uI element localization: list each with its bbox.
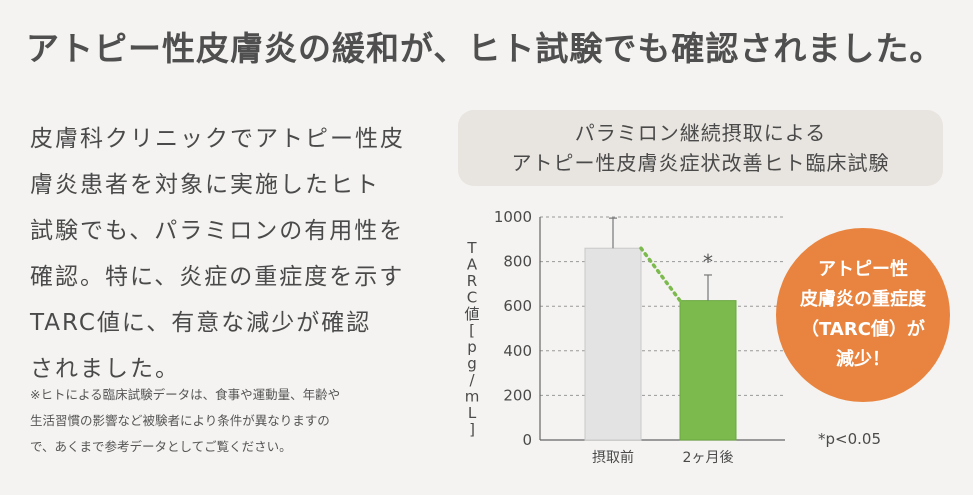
y-axis-label-char: ]	[469, 421, 475, 439]
badge-line: アトピー性	[818, 259, 908, 280]
badge-line: 皮膚炎の重症度	[800, 285, 926, 315]
body-line: されました。	[30, 356, 180, 382]
note-line: で、あくまで参考データとしてご覧ください。	[30, 439, 292, 454]
result-badge: アトピー性 皮膚炎の重症度 （TARC値）が 減少！	[776, 228, 950, 402]
x-tick-label: 2ヶ月後	[683, 450, 734, 466]
y-axis-label-char: m	[465, 388, 480, 406]
chart-title: パラミロン継続摂取による アトピー性皮膚炎症状改善ヒト臨床試験	[458, 110, 943, 186]
y-tick-label: 400	[503, 342, 532, 360]
significance-note: *p<0.05	[818, 430, 881, 448]
note-line: 生活習慣の影響など被験者により条件が異なりますの	[30, 413, 330, 428]
y-tick-label: 600	[503, 297, 532, 315]
body-line: 膚炎患者を対象に実施したヒト	[30, 172, 380, 198]
note-line: ※ヒトによる臨床試験データは、食事や運動量、年齢や	[30, 387, 341, 402]
y-axis-label-char: [	[469, 322, 475, 340]
y-axis-label-char: L	[468, 404, 477, 422]
chart-title-line: アトピー性皮膚炎症状改善ヒト臨床試験	[511, 151, 890, 175]
y-tick-label: 800	[503, 253, 532, 271]
y-axis-label-char: T	[466, 239, 477, 257]
bar	[584, 247, 642, 441]
headline: アトピー性皮膚炎の緩和が、ヒト試験でも確認されました。	[26, 29, 944, 68]
y-axis-label-char: g	[467, 355, 477, 373]
y-tick-label: 200	[503, 386, 532, 404]
body-line: 試験でも、パラミロンの有用性を	[30, 218, 405, 244]
y-axis-label-char: 値	[464, 305, 479, 323]
trend-line	[639, 246, 682, 303]
y-axis-label-char: p	[467, 338, 477, 356]
badge-line: （TARC値）が	[801, 319, 925, 340]
chart-title-line: パラミロン継続摂取による	[574, 121, 827, 145]
disclaimer-note: ※ヒトによる臨床試験データは、食事や運動量、年齢や 生活習慣の影響など被験者によ…	[30, 382, 422, 460]
badge-text: 皮膚炎の	[800, 289, 872, 310]
x-tick-label: 摂取前	[592, 449, 634, 466]
bar-chart: 0 200 400 600 800 1000 摂取前 2ヶ月後 * TARC値[pg/mL]	[464, 208, 785, 466]
y-axis-label-char: A	[467, 256, 478, 274]
badge-text-bold: 重症度	[872, 289, 926, 310]
y-axis-label-char: /	[469, 371, 475, 389]
body-line: TARC値に、有意な減少が確認	[30, 310, 372, 336]
y-axis-label-char: R	[467, 272, 477, 290]
y-tick-label: 0	[522, 431, 532, 449]
body-text: 皮膚科クリニックでアトピー性皮 膚炎患者を対象に実施したヒト 試験でも、パラミロ…	[30, 116, 420, 392]
significance-marker: *	[703, 250, 713, 274]
body-line: 皮膚科クリニックでアトピー性皮	[30, 126, 405, 152]
bar	[679, 300, 737, 441]
y-axis-label-char: C	[467, 289, 477, 307]
body-line: 確認。特に、炎症の重症度を示す	[30, 264, 405, 290]
y-tick-label: 1000	[494, 208, 532, 226]
badge-line: 減少！	[836, 349, 890, 370]
